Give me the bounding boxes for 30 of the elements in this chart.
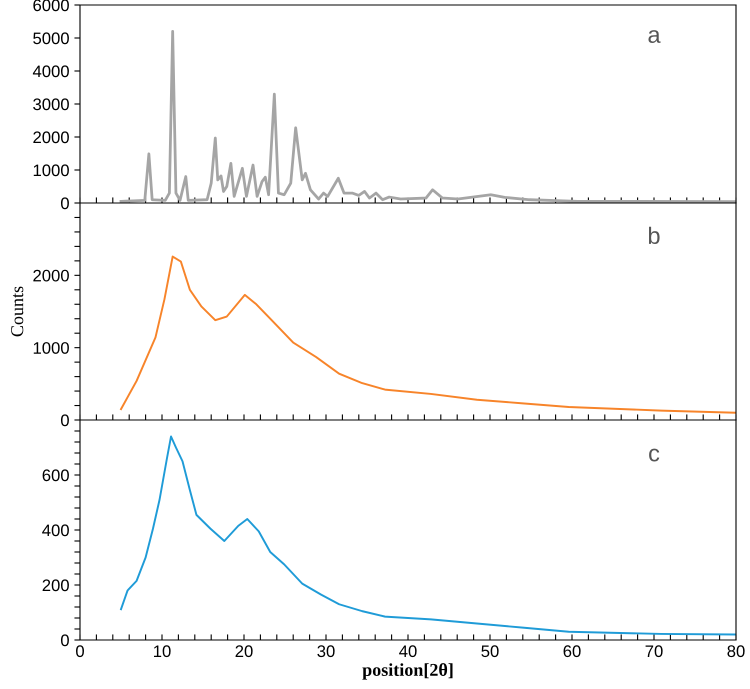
x-tick-label: 60: [564, 645, 581, 658]
x-tick-label: 50: [481, 645, 499, 658]
y-tick-label: 0: [60, 414, 69, 426]
x-tick-label: 20: [236, 645, 253, 658]
y-tick-label: 600: [42, 469, 69, 482]
x-tick-label: 80: [727, 645, 745, 658]
y-tick-label: 5000: [33, 32, 69, 44]
x-tick-label: 0: [76, 645, 84, 658]
x-axis-title: position[2θ]: [362, 663, 453, 680]
x-tick-label: 70: [646, 645, 663, 658]
line-series: [120, 30, 736, 203]
y-tick-label: 2000: [33, 270, 69, 282]
y-tick-label: 4000: [32, 65, 69, 78]
y-tick-label: 400: [42, 524, 69, 536]
annotation: c: [649, 448, 660, 462]
y-tick-label: 3000: [33, 98, 69, 110]
x-tick-label: 40: [399, 645, 417, 658]
line-series: [120, 436, 736, 636]
y-tick-label: 0: [60, 634, 69, 646]
annotation: a: [648, 30, 661, 44]
y-tick-label: 2000: [33, 131, 69, 144]
x-tick-label: 30: [317, 645, 335, 658]
y-axis-title: Counts: [11, 286, 24, 336]
x-tick-label: 10: [154, 645, 171, 658]
y-tick-label: 1000: [34, 164, 69, 176]
y-tick-label: 0: [60, 197, 69, 210]
line-series: [120, 256, 736, 414]
y-tick-label: 200: [42, 579, 69, 592]
y-tick-label: 1000: [34, 342, 69, 354]
annotation: b: [648, 226, 660, 244]
